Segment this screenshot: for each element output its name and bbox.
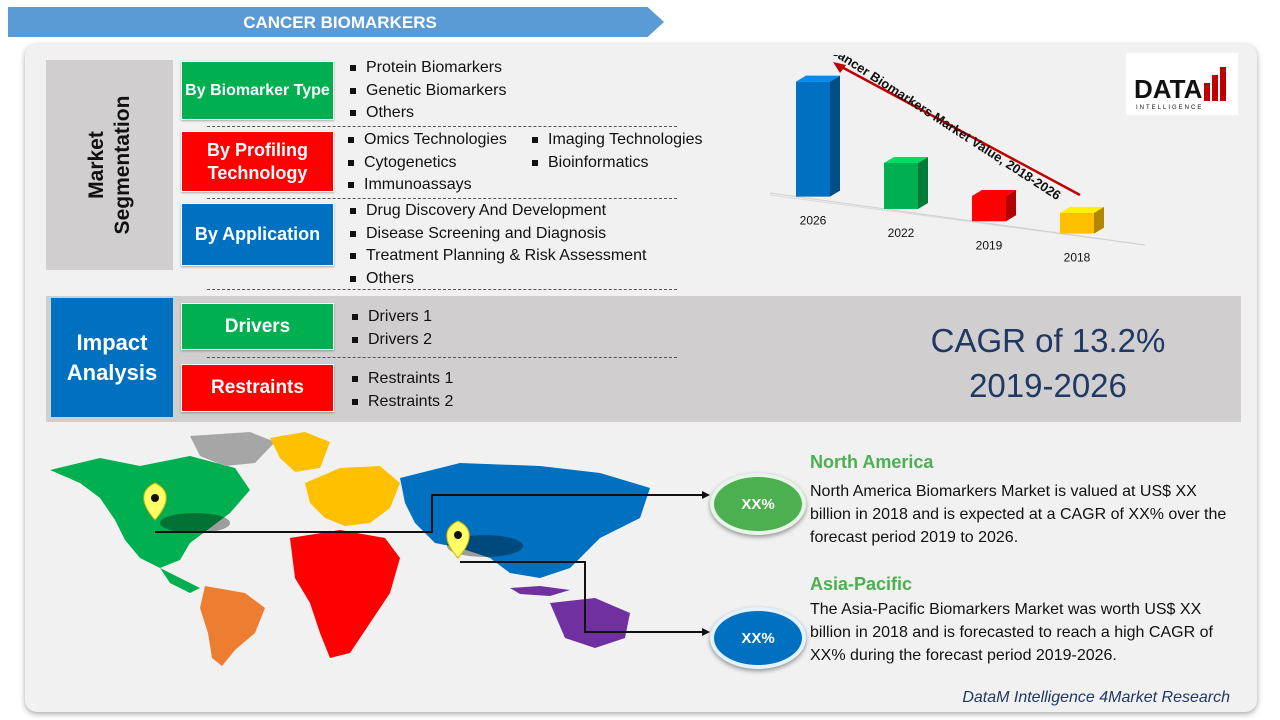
profiling-technology-list: Omics Technologies Cytogenetics Immunoas… [346, 129, 507, 197]
list-item: Bioinformatics [530, 152, 702, 175]
north-america-badge: XX% [710, 473, 806, 535]
bar-2026 [796, 75, 840, 197]
biomarker-type-list: Protein Biomarkers Genetic Biomarkers Ot… [348, 57, 507, 125]
cagr-text: CAGR of 13.2% 2019-2026 [880, 318, 1216, 408]
map-pin-north-america [143, 482, 167, 521]
logo-subtext: INTELLIGENCE [1136, 105, 1203, 111]
list-item: Genetic Biomarkers [348, 80, 507, 103]
drivers-label: Drivers [181, 303, 334, 350]
chart-title: Cancer Biomarkers Market Value, 2018-202… [828, 55, 1064, 203]
market-segmentation-label: Market Segmentation [46, 60, 173, 270]
indonesia-shape [510, 586, 570, 596]
impact-analysis-label: Impact Analysis [51, 298, 173, 417]
footer-credit: DataM Intelligence 4Market Research [962, 689, 1230, 706]
chart-floor-line [769, 192, 1146, 246]
asia-shape [400, 463, 650, 578]
market-segmentation-text: Market Segmentation [84, 95, 134, 235]
connector-lines [155, 491, 710, 636]
list-item: Drivers 1 [350, 306, 432, 329]
list-item: Disease Screening and Diagnosis [348, 223, 646, 246]
category-biomarker-type: By Biomarker Type [181, 61, 334, 120]
x-tick-label: 2018 [1064, 251, 1091, 265]
logo-text: DATA [1134, 74, 1203, 104]
cagr-period: 2019-2026 [969, 367, 1127, 404]
profiling-technology-list-2: Imaging Technologies Bioinformatics [530, 129, 702, 174]
asia-pacific-title: Asia-Pacific [810, 574, 913, 594]
cagr-value: CAGR of 13.2% [930, 322, 1166, 359]
list-item: Restraints 2 [350, 391, 453, 414]
page-title: CANCER BIOMARKERS [243, 13, 437, 32]
divider [207, 357, 677, 358]
list-item: Immunoassays [346, 174, 507, 197]
list-item: Imaging Technologies [530, 129, 702, 152]
list-item: Treatment Planning & Risk Assessment [348, 245, 646, 268]
trend-arrow-head [833, 62, 846, 73]
x-tick-label: 2019 [976, 238, 1003, 252]
list-item: Drug Discovery And Development [348, 200, 646, 223]
south-america-shape [200, 586, 265, 666]
list-item: Others [348, 268, 646, 291]
north-america-title: North America [810, 452, 934, 472]
list-item: Protein Biomarkers [348, 57, 507, 80]
title-banner [8, 7, 664, 37]
list-item: Drivers 2 [350, 329, 432, 352]
bar-2019 [972, 189, 1016, 222]
divider [207, 126, 677, 127]
world-map [50, 432, 650, 666]
x-tick-label: 2026 [800, 214, 827, 228]
africa-shape [290, 530, 400, 658]
list-item: Cytogenetics [346, 152, 507, 175]
north-america-text: North America Biomarkers Market is value… [810, 483, 1227, 546]
bar-2018 [1060, 206, 1104, 234]
bar-2022 [884, 156, 928, 209]
greenland-shape [190, 432, 275, 466]
category-application: By Application [181, 203, 334, 266]
market-value-chart: Cancer Biomarkers Market Value, 2018-202… [769, 55, 1146, 265]
divider [207, 289, 677, 290]
australia-shape [550, 598, 630, 648]
asia-pacific-badge: XX% [710, 607, 806, 669]
trend-arrow [837, 63, 1081, 197]
scandinavia-shape [270, 432, 330, 472]
divider [207, 198, 677, 199]
map-pin-asia-pacific [446, 520, 470, 559]
drivers-list: Drivers 1 Drivers 2 [350, 306, 432, 351]
list-item: Omics Technologies [346, 129, 507, 152]
list-item: Restraints 1 [350, 368, 453, 391]
datam-logo: DATA INTELLIGENCE [1126, 53, 1238, 115]
central-america-shape [160, 568, 200, 593]
europe-shape [305, 466, 400, 526]
restraints-list: Restraints 1 Restraints 2 [350, 368, 453, 413]
application-list: Drug Discovery And Development Disease S… [348, 200, 646, 290]
x-tick-label: 2022 [888, 226, 915, 240]
list-item: Others [348, 102, 507, 125]
asia-pacific-text: The Asia-Pacific Biomarkers Market was w… [810, 601, 1213, 664]
category-profiling-technology: By Profiling Technology [181, 131, 334, 192]
restraints-label: Restraints [181, 364, 334, 412]
